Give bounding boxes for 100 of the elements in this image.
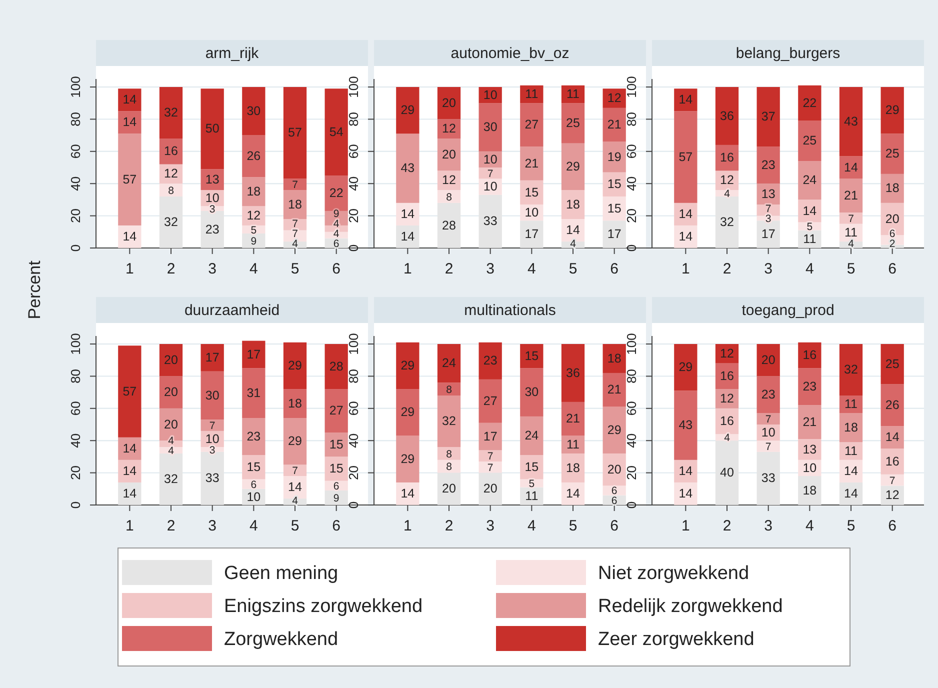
data-label: 13 [205, 172, 220, 186]
data-label: 14 [122, 115, 137, 130]
data-label: 11 [844, 444, 858, 458]
data-label: 26 [246, 149, 261, 164]
data-label: 31 [246, 386, 261, 400]
data-label: 17 [607, 227, 622, 242]
data-label: 4 [848, 238, 854, 250]
x-tick-label: 5 [290, 518, 300, 534]
data-label: 17 [483, 429, 498, 444]
bar [396, 134, 420, 203]
data-label: 23 [246, 429, 261, 444]
data-label: 33 [483, 214, 498, 228]
data-label: 23 [761, 388, 776, 402]
y-tick-label: 20 [346, 466, 361, 480]
data-label: 14 [400, 206, 415, 221]
y-tick-label: 0 [68, 244, 83, 252]
y-tick-label: 60 [624, 401, 639, 416]
data-label: 6 [333, 238, 340, 250]
y-tick-label: 40 [68, 176, 83, 191]
data-label: 15 [329, 462, 344, 476]
data-label: 2 [889, 238, 896, 250]
y-tick-label: 100 [68, 76, 83, 98]
chart-title: autonomie_bv_oz [450, 45, 570, 62]
data-label: 7 [487, 450, 494, 463]
data-label: 15 [607, 201, 622, 216]
data-label: 29 [400, 452, 415, 466]
data-label: 11 [844, 226, 858, 240]
data-label: 40 [720, 466, 734, 480]
x-tick-label: 2 [444, 518, 454, 534]
y-tick-label: 100 [624, 76, 639, 98]
data-label: 4 [168, 435, 174, 448]
data-label: 12 [720, 173, 734, 188]
data-label: 23 [205, 222, 220, 236]
x-tick-label: 6 [888, 260, 897, 278]
data-label: 16 [885, 454, 900, 468]
y-tick-label: 80 [68, 112, 83, 126]
data-label: 14 [678, 230, 693, 244]
x-tick-label: 5 [568, 260, 578, 278]
data-label: 15 [524, 348, 539, 363]
data-label: 36 [566, 366, 580, 380]
y-tick-label: 80 [624, 112, 639, 126]
data-label: 37 [761, 110, 776, 124]
data-label: 4 [724, 188, 730, 200]
y-tick-label: 100 [346, 76, 361, 98]
y-tick-label: 60 [346, 144, 361, 159]
data-label: 20 [164, 385, 178, 400]
y-tick-label: 100 [68, 333, 83, 355]
y-tick-label: 20 [68, 208, 83, 224]
data-label: 14 [844, 486, 858, 501]
data-label: 7 [765, 414, 772, 426]
data-label: 21 [607, 118, 622, 132]
data-label: 10 [483, 180, 498, 194]
y-tick-label: 0 [68, 501, 83, 509]
data-label: 43 [400, 161, 415, 176]
bar [118, 346, 142, 438]
y-tick-label: 80 [624, 368, 639, 384]
legend-label: Enigszins zorgwekkend [224, 596, 423, 617]
data-label: 16 [720, 414, 734, 428]
data-label: 7 [209, 420, 216, 432]
chart-title: toegang_prod [742, 302, 834, 319]
data-label: 10 [483, 88, 498, 102]
y-tick-label: 20 [624, 208, 639, 224]
x-tick-label: 1 [125, 518, 134, 534]
chart-title: multinationals [464, 302, 556, 319]
data-label: 12 [607, 91, 622, 106]
data-label: 7 [889, 474, 896, 487]
data-label: 12 [442, 173, 456, 188]
data-label: 29 [885, 103, 900, 118]
data-label: 21 [524, 156, 539, 170]
data-label: 6 [611, 494, 618, 507]
data-label: 29 [400, 405, 415, 420]
data-label: 10 [205, 190, 220, 205]
data-label: 14 [678, 486, 693, 501]
x-tick-label: 3 [764, 260, 773, 278]
x-tick-label: 2 [166, 518, 176, 534]
legend-label: Redelijk zorgwekkend [598, 596, 783, 617]
data-label: 7 [848, 213, 854, 226]
data-label: 14 [400, 230, 415, 244]
x-tick-label: 6 [610, 518, 619, 534]
data-label: 10 [761, 425, 776, 440]
y-tick-label: 0 [346, 244, 361, 252]
data-label: 27 [329, 404, 344, 418]
y-tick-label: 40 [68, 433, 83, 448]
y-tick-label: 60 [68, 144, 83, 159]
data-label: 24 [442, 356, 456, 370]
legend-label: Zeer zorgwekkend [598, 629, 754, 650]
data-label: 20 [483, 482, 498, 496]
data-label: 16 [164, 144, 178, 158]
y-tick-label: 40 [346, 176, 361, 191]
data-label: 29 [566, 159, 580, 174]
x-tick-label: 6 [888, 518, 897, 534]
y-tick-label: 0 [624, 244, 639, 252]
data-label: 33 [761, 471, 776, 486]
data-label: 10 [246, 490, 261, 504]
data-label: 14 [678, 464, 693, 478]
bar [118, 134, 142, 226]
data-label: 15 [329, 437, 344, 452]
data-label: 28 [442, 218, 456, 232]
data-label: 12 [720, 346, 734, 360]
data-label: 14 [678, 92, 693, 107]
